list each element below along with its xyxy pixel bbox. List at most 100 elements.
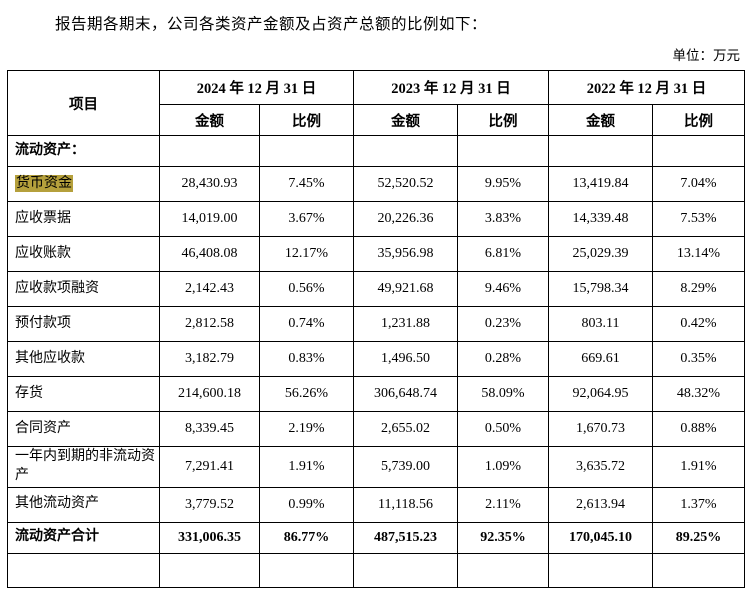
row-item-label: 流动资产： [7, 135, 160, 167]
column-header-ratio-2024: 比例 [259, 104, 354, 136]
ratio-cell: 89.25% [652, 521, 745, 554]
column-header-amount-2024: 金额 [159, 104, 260, 136]
ratio-cell: 0.42% [652, 306, 745, 342]
row-item-label: 一年内到期的非流动资产 [7, 446, 160, 488]
row-item-label: 流动资产合计 [7, 521, 160, 554]
ratio-cell: 56.26% [259, 376, 354, 412]
row-item-label: 应收款项融资 [7, 271, 160, 307]
column-header-item: 项目 [7, 70, 160, 136]
ratio-cell: 0.35% [652, 341, 745, 377]
amount-cell: 669.61 [548, 341, 653, 377]
amount-cell [548, 552, 653, 588]
ratio-cell: 7.45% [259, 166, 354, 202]
table-row: 合同资产 8,339.45 2.19% 2,655.02 0.50% 1,670.73 0.… [7, 411, 745, 447]
column-header-period-2022: 2022 年 12 月 31 日 [548, 70, 745, 105]
ratio-cell [457, 135, 549, 167]
table-row: 预付款项 2,812.58 0.74% 1,231.88 0.23% 803.11 0.42… [7, 306, 745, 342]
amount-cell: 803.11 [548, 306, 653, 342]
ratio-cell: 1.91% [259, 446, 354, 488]
ratio-cell: 2.11% [457, 486, 549, 523]
amount-cell: 1,231.88 [353, 306, 458, 342]
amount-cell: 52,520.52 [353, 166, 458, 202]
row-item-label [7, 552, 160, 588]
row-item-label: 存货 [7, 376, 160, 412]
ratio-cell: 48.32% [652, 376, 745, 412]
intro-paragraph: 报告期各期末，公司各类资产金额及占资产总额的比例如下： [55, 16, 488, 33]
ratio-cell: 0.50% [457, 411, 549, 447]
table-row: 其他应收款 3,182.79 0.83% 1,496.50 0.28% 669.61 0.3… [7, 341, 745, 377]
amount-cell: 487,515.23 [353, 521, 458, 554]
column-header-amount-2023: 金额 [353, 104, 458, 136]
ratio-cell: 86.77% [259, 521, 354, 554]
ratio-cell [259, 135, 354, 167]
table-row [7, 552, 745, 588]
row-item-label: 应收账款 [7, 236, 160, 272]
amount-cell [548, 135, 653, 167]
amount-cell: 1,670.73 [548, 411, 653, 447]
ratio-cell: 58.09% [457, 376, 549, 412]
column-header-period-2024: 2024 年 12 月 31 日 [159, 70, 354, 105]
amount-cell: 5,739.00 [353, 446, 458, 488]
amount-cell: 1,496.50 [353, 341, 458, 377]
amount-cell [159, 552, 260, 588]
ratio-cell: 9.95% [457, 166, 549, 202]
amount-cell: 14,019.00 [159, 201, 260, 237]
ratio-cell: 92.35% [457, 521, 549, 554]
ratio-cell [259, 552, 354, 588]
ratio-cell: 0.88% [652, 411, 745, 447]
row-item-label: 预付款项 [7, 306, 160, 342]
amount-cell: 49,921.68 [353, 271, 458, 307]
ratio-cell: 2.19% [259, 411, 354, 447]
ratio-cell: 7.53% [652, 201, 745, 237]
table-row: 其他流动资产 3,779.52 0.99% 11,118.56 2.11% 2,613.9… [7, 486, 745, 523]
amount-cell: 11,118.56 [353, 486, 458, 523]
table-header-row-subcolumns: 金额 比例 金额 比例 金额 比例 [8, 104, 745, 136]
ratio-cell: 0.56% [259, 271, 354, 307]
amount-cell: 15,798.34 [548, 271, 653, 307]
amount-cell: 7,291.41 [159, 446, 260, 488]
amount-cell [159, 135, 260, 167]
column-header-period-2023: 2023 年 12 月 31 日 [353, 70, 549, 105]
amount-cell: 2,812.58 [159, 306, 260, 342]
table-row: 流动资产合计 331,006.35 86.77% 487,515.23 92.35% 17… [7, 521, 745, 554]
row-item-label: 货币资金 [7, 166, 160, 202]
assets-table: 项目 2024 年 12 月 31 日 2023 年 12 月 31 日 202… [7, 70, 745, 588]
highlighted-text: 货币资金 [15, 174, 73, 192]
ratio-cell: 6.81% [457, 236, 549, 272]
row-item-label: 合同资产 [7, 411, 160, 447]
row-item-label: 其他流动资产 [7, 486, 160, 523]
ratio-cell: 0.23% [457, 306, 549, 342]
ratio-cell: 0.83% [259, 341, 354, 377]
amount-cell: 8,339.45 [159, 411, 260, 447]
table-row: 应收款项融资 2,142.43 0.56% 49,921.68 9.46% 15,798.… [7, 271, 745, 307]
table-row: 货币资金 28,430.93 7.45% 52,520.52 9.95% 13,419.8… [7, 166, 745, 202]
row-item-label: 应收票据 [7, 201, 160, 237]
amount-cell: 25,029.39 [548, 236, 653, 272]
amount-cell: 2,655.02 [353, 411, 458, 447]
amount-cell: 14,339.48 [548, 201, 653, 237]
amount-cell: 35,956.98 [353, 236, 458, 272]
ratio-cell: 12.17% [259, 236, 354, 272]
ratio-cell: 7.04% [652, 166, 745, 202]
ratio-cell: 9.46% [457, 271, 549, 307]
table-row: 应收账款 46,408.08 12.17% 35,956.98 6.81% 25,029.… [7, 236, 745, 272]
amount-cell: 28,430.93 [159, 166, 260, 202]
table-row: 应收票据 14,019.00 3.67% 20,226.36 3.83% 14,339.4… [7, 201, 745, 237]
table-row: 流动资产： [7, 135, 745, 167]
ratio-cell: 3.67% [259, 201, 354, 237]
amount-cell: 170,045.10 [548, 521, 653, 554]
amount-cell: 3,779.52 [159, 486, 260, 523]
ratio-cell [652, 552, 745, 588]
amount-cell: 3,635.72 [548, 446, 653, 488]
table-row: 存货 214,600.18 56.26% 306,648.74 58.09% 92,064… [7, 376, 745, 412]
ratio-cell: 1.09% [457, 446, 549, 488]
ratio-cell: 0.99% [259, 486, 354, 523]
ratio-cell: 8.29% [652, 271, 745, 307]
ratio-cell: 1.91% [652, 446, 745, 488]
row-item-label: 其他应收款 [7, 341, 160, 377]
amount-cell: 331,006.35 [159, 521, 260, 554]
unit-label: 单位：万元 [672, 48, 741, 63]
column-header-ratio-2023: 比例 [457, 104, 549, 136]
table-body: 流动资产： 货币资金 28,430.93 7.45% 52,520.52 9.95% 13,… [7, 135, 745, 588]
